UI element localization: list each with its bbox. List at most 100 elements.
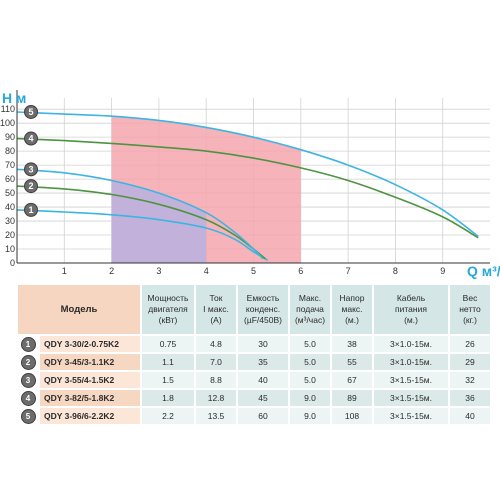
model-cell: QDY 3-30/2-0.75K2: [40, 336, 140, 352]
row-number-cell: 2: [18, 354, 38, 370]
x-axis-label: Q м³/час: [467, 263, 500, 279]
header-line: двигателя: [148, 304, 188, 314]
row-number-badge: 1: [20, 336, 36, 352]
y-tick-label: 90: [5, 132, 15, 142]
flow-cell: 5.0: [290, 354, 330, 370]
curve-4: [16, 137, 479, 239]
table-row: 2 QDY 3-45/3-1.1K2 1.1 7.0 35 5.0 55 3×1.0-15м.…: [18, 354, 490, 370]
weight-cell: 26: [450, 336, 490, 352]
badge-label: 1: [28, 205, 33, 215]
capacitor-cell: 30: [238, 336, 288, 352]
header-line: (кВт): [158, 315, 178, 325]
cable-cell: 3×1.5-15м.: [374, 372, 448, 388]
header-line: (м.): [404, 315, 418, 325]
x-tick-labels: 1 2 3 4 5 6 7 8 9: [62, 266, 445, 276]
head-cell: 55: [332, 354, 372, 370]
header-current: Ток I макс. (A): [196, 285, 236, 334]
head-cell: 38: [332, 336, 372, 352]
capacitor-cell: 45: [238, 390, 288, 406]
current-cell: 7.0: [196, 354, 236, 370]
y-tick-label: 20: [5, 230, 15, 240]
header-capacitor: Емкость конденс. (µF/450B): [238, 285, 288, 334]
header-line: макс.: [341, 304, 363, 314]
weight-cell: 40: [450, 408, 490, 424]
power-cell: 1.5: [142, 372, 194, 388]
header-line: (µF/450B): [244, 315, 282, 325]
curve-badge-3: 3: [24, 162, 38, 177]
y-tick-label: 70: [5, 160, 15, 170]
shaded-regions: [111, 116, 301, 263]
row-number-cell: 1: [18, 336, 38, 352]
cable-cell: 3×1.5-15м.: [374, 408, 448, 424]
row-number-cell: 4: [18, 390, 38, 406]
y-axis-label: H м: [2, 90, 26, 106]
shaded-region: [111, 180, 207, 263]
cable-cell: 3×1.0-15м.: [374, 336, 448, 352]
header-line: нетто: [459, 304, 481, 314]
row-number-badge: 5: [20, 408, 36, 424]
badge-label: 3: [28, 164, 33, 174]
header-line: конденс.: [245, 304, 281, 314]
badge-circle: [24, 131, 38, 146]
head-cell: 67: [332, 372, 372, 388]
curve-3: [16, 168, 264, 260]
header-line: Вес: [462, 293, 478, 303]
header-model: Модель: [18, 285, 140, 334]
spec-table: Модель Мощность двигателя (кВт) Ток I макс.…: [16, 283, 492, 426]
header-flow: Макс. подача (м³/час): [290, 285, 330, 334]
current-cell: 8.8: [196, 372, 236, 388]
x-tick-label: 5: [251, 266, 256, 276]
header-line: (кг.): [463, 315, 477, 325]
x-tick-label: 9: [440, 266, 445, 276]
capacitor-cell: 35: [238, 354, 288, 370]
header-line: (м.): [345, 315, 359, 325]
model-cell: QDY 3-55/4-1.5K2: [40, 372, 140, 388]
curve-badge-4: 4: [24, 131, 38, 146]
cable-cell: 3×1.5-15м.: [374, 390, 448, 406]
header-line: подача: [296, 304, 324, 314]
y-tick-labels: 0 10 20 30 40 50 60 70 80 90 100 110: [0, 104, 15, 268]
x-tick-label: 8: [393, 266, 398, 276]
header-line: Ток: [209, 293, 223, 303]
cable-cell: 3×1.0-15м.: [374, 354, 448, 370]
x-tick-label: 1: [62, 266, 67, 276]
curve-1: [16, 209, 269, 261]
y-tick-label: 100: [0, 118, 15, 128]
y-tick-label: 50: [5, 188, 15, 198]
header-line: Емкость: [246, 293, 280, 303]
y-tick-label: 40: [5, 202, 15, 212]
x-tick-label: 6: [298, 266, 303, 276]
chart-axes: [16, 90, 490, 264]
power-cell: 2.2: [142, 408, 194, 424]
flow-cell: 5.0: [290, 336, 330, 352]
header-cable: Кабель питания (м.): [374, 285, 448, 334]
header-head: Напор макс. (м.): [332, 285, 372, 334]
y-tick-label: 10: [5, 244, 15, 254]
header-line: (A): [210, 315, 222, 325]
flow-cell: 9.0: [290, 408, 330, 424]
header-line: Напор: [339, 293, 365, 303]
x-tick-label: 2: [109, 266, 114, 276]
pump-curves: [16, 111, 479, 261]
x-tick-label: 4: [204, 266, 209, 276]
table-row: 3 QDY 3-55/4-1.5K2 1.5 8.8 40 5.0 67 3×1.5-15м.…: [18, 372, 490, 388]
curve-badge-1: 1: [24, 202, 38, 217]
current-cell: 13.5: [196, 408, 236, 424]
header-weight: Вес нетто (кг.): [450, 285, 490, 334]
row-number-cell: 5: [18, 408, 38, 424]
badge-circle: [24, 162, 38, 177]
model-cell: QDY 3-45/3-1.1K2: [40, 354, 140, 370]
x-tick-label: 3: [156, 266, 161, 276]
table-row: 1 QDY 3-30/2-0.75K2 0.75 4.8 30 5.0 38 3×1.0-15…: [18, 336, 490, 352]
flow-cell: 5.0: [290, 372, 330, 388]
curve-5: [16, 111, 479, 238]
capacitor-cell: 60: [238, 408, 288, 424]
power-cell: 1.1: [142, 354, 194, 370]
current-cell: 12.8: [196, 390, 236, 406]
row-number-badge: 4: [20, 390, 36, 406]
y-tick-label: 0: [10, 258, 15, 268]
y-tick-label: 60: [5, 174, 15, 184]
weight-cell: 32: [450, 372, 490, 388]
header-line: Мощность: [147, 293, 189, 303]
row-number-badge: 3: [20, 372, 36, 388]
